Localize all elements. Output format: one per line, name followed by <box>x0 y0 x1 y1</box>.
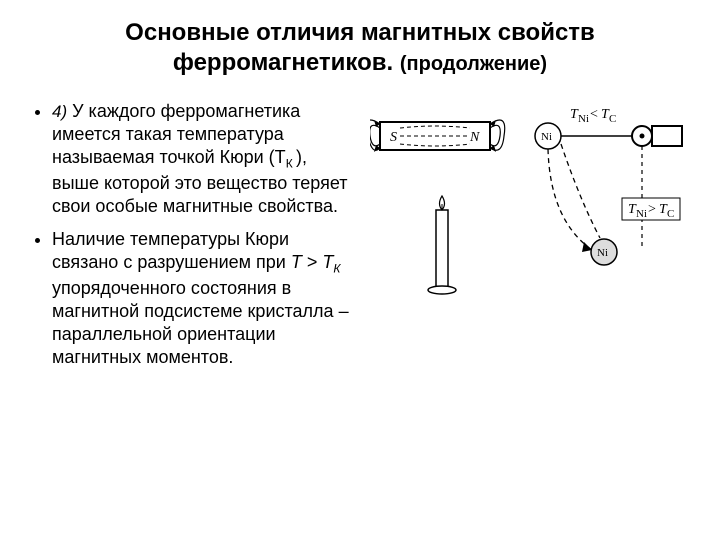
title-line1: Основные отличия магнитных свойств <box>125 19 595 46</box>
bullet-2: Наличие температуры Кюри связано с разру… <box>52 228 358 369</box>
svg-text:Ni: Ni <box>578 113 589 125</box>
title-line2-strong: ферромагнетиков. <box>173 49 393 76</box>
swing-arc-2 <box>561 144 600 238</box>
text-column: 4) У каждого ферромагнетика имеется така… <box>30 100 358 379</box>
physics-diagram: S N <box>370 100 690 300</box>
bullet-2-k: К <box>333 262 340 276</box>
bullet-2-pre: Наличие температуры Кюри связано с разру… <box>52 229 291 272</box>
svg-text:C: C <box>667 208 674 220</box>
bullet-2-T: Т <box>291 252 302 272</box>
bullet-2-Tk: Т <box>322 252 333 272</box>
bullet-2-gt: > <box>302 252 323 272</box>
svg-text:<: < <box>590 107 598 122</box>
ni-label-lower: Ni <box>597 247 608 259</box>
title-line2-sub: (продолжение) <box>400 53 547 75</box>
svg-text:Ni: Ni <box>636 208 647 220</box>
figure-column: S N <box>370 100 690 379</box>
bullet-2-post: упорядоченного состояния в магнитной под… <box>52 278 349 367</box>
stand-block <box>652 126 682 146</box>
bullet-1-subk: К <box>286 157 296 171</box>
slide: Основные отличия магнитных свойств ферро… <box>0 0 720 540</box>
ni-label-upper: Ni <box>541 131 552 143</box>
ni-ball-lower: Ni <box>591 239 617 265</box>
svg-text:C: C <box>609 113 616 125</box>
slide-body: 4) У каждого ферромагнетика имеется така… <box>30 100 690 379</box>
formula-bottom: T Ni > T C <box>622 198 680 220</box>
bullet-1: 4) У каждого ферромагнетика имеется така… <box>52 100 358 218</box>
slide-title: Основные отличия магнитных свойств ферро… <box>30 18 690 78</box>
candle <box>428 196 456 294</box>
svg-text:>: > <box>648 202 656 217</box>
magnet-s-label: S <box>390 130 397 145</box>
bar-magnet: S N <box>370 120 505 152</box>
bullet-1-pre: У каждого ферромагнетика имеется такая т… <box>52 101 300 167</box>
ni-ball-upper: Ni <box>535 123 561 149</box>
formula-top: T Ni < T C <box>570 107 616 125</box>
swing-arc-1 <box>548 149 592 250</box>
bullet-1-lead: 4) <box>52 102 67 121</box>
bullet-list: 4) У каждого ферромагнетика имеется така… <box>30 100 358 369</box>
pulley <box>632 126 652 146</box>
magnet-n-label: N <box>469 130 480 145</box>
